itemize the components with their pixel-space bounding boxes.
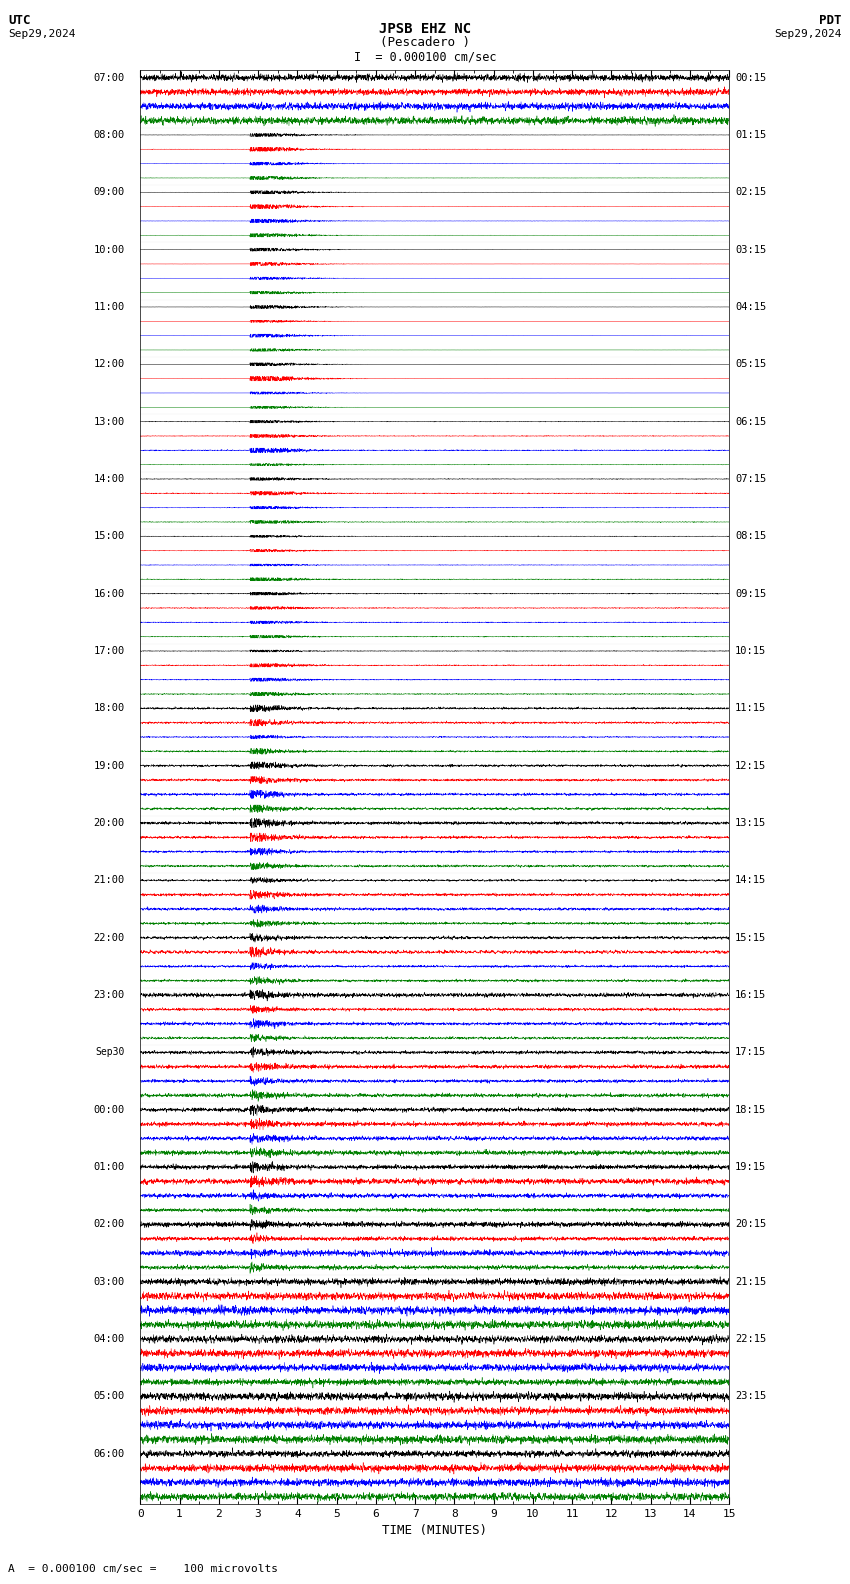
Text: 05:00: 05:00 bbox=[94, 1391, 125, 1402]
Text: 12:00: 12:00 bbox=[94, 360, 125, 369]
Text: 23:00: 23:00 bbox=[94, 990, 125, 1000]
Text: 21:15: 21:15 bbox=[735, 1277, 767, 1286]
Text: 13:15: 13:15 bbox=[735, 817, 767, 828]
Text: 16:00: 16:00 bbox=[94, 589, 125, 599]
Text: 03:00: 03:00 bbox=[94, 1277, 125, 1286]
Text: 13:00: 13:00 bbox=[94, 417, 125, 426]
Text: 10:15: 10:15 bbox=[735, 646, 767, 656]
Text: 08:00: 08:00 bbox=[94, 130, 125, 139]
Text: 14:00: 14:00 bbox=[94, 474, 125, 485]
Text: A  = 0.000100 cm/sec =    100 microvolts: A = 0.000100 cm/sec = 100 microvolts bbox=[8, 1565, 279, 1574]
Text: 12:15: 12:15 bbox=[735, 760, 767, 771]
Text: 22:15: 22:15 bbox=[735, 1334, 767, 1345]
Text: 17:15: 17:15 bbox=[735, 1047, 767, 1058]
Text: 11:00: 11:00 bbox=[94, 303, 125, 312]
Text: 03:15: 03:15 bbox=[735, 244, 767, 255]
Text: UTC: UTC bbox=[8, 14, 31, 27]
Text: Sep29,2024: Sep29,2024 bbox=[774, 29, 842, 38]
Text: JPSB EHZ NC: JPSB EHZ NC bbox=[379, 22, 471, 36]
Text: PDT: PDT bbox=[819, 14, 842, 27]
Text: 20:00: 20:00 bbox=[94, 817, 125, 828]
Text: 04:15: 04:15 bbox=[735, 303, 767, 312]
X-axis label: TIME (MINUTES): TIME (MINUTES) bbox=[382, 1524, 487, 1538]
Text: 02:15: 02:15 bbox=[735, 187, 767, 198]
Text: 06:15: 06:15 bbox=[735, 417, 767, 426]
Text: 00:15: 00:15 bbox=[735, 73, 767, 82]
Text: 17:00: 17:00 bbox=[94, 646, 125, 656]
Text: 04:00: 04:00 bbox=[94, 1334, 125, 1345]
Text: 22:00: 22:00 bbox=[94, 933, 125, 942]
Text: 09:00: 09:00 bbox=[94, 187, 125, 198]
Text: Sep29,2024: Sep29,2024 bbox=[8, 29, 76, 38]
Text: 11:15: 11:15 bbox=[735, 703, 767, 713]
Text: 07:00: 07:00 bbox=[94, 73, 125, 82]
Text: 10:00: 10:00 bbox=[94, 244, 125, 255]
Text: (Pescadero ): (Pescadero ) bbox=[380, 36, 470, 49]
Text: 15:15: 15:15 bbox=[735, 933, 767, 942]
Text: 19:15: 19:15 bbox=[735, 1163, 767, 1172]
Text: I  = 0.000100 cm/sec: I = 0.000100 cm/sec bbox=[354, 51, 496, 63]
Text: 20:15: 20:15 bbox=[735, 1220, 767, 1229]
Text: 23:15: 23:15 bbox=[735, 1391, 767, 1402]
Text: 02:00: 02:00 bbox=[94, 1220, 125, 1229]
Text: 05:15: 05:15 bbox=[735, 360, 767, 369]
Text: 01:00: 01:00 bbox=[94, 1163, 125, 1172]
Text: 09:15: 09:15 bbox=[735, 589, 767, 599]
Text: 15:00: 15:00 bbox=[94, 531, 125, 542]
Text: 06:00: 06:00 bbox=[94, 1449, 125, 1459]
Text: 01:15: 01:15 bbox=[735, 130, 767, 139]
Text: Sep30: Sep30 bbox=[95, 1047, 125, 1058]
Text: 08:15: 08:15 bbox=[735, 531, 767, 542]
Text: 18:15: 18:15 bbox=[735, 1104, 767, 1115]
Text: 18:00: 18:00 bbox=[94, 703, 125, 713]
Text: 07:15: 07:15 bbox=[735, 474, 767, 485]
Text: 19:00: 19:00 bbox=[94, 760, 125, 771]
Text: 16:15: 16:15 bbox=[735, 990, 767, 1000]
Text: 21:00: 21:00 bbox=[94, 876, 125, 885]
Text: 14:15: 14:15 bbox=[735, 876, 767, 885]
Text: 00:00: 00:00 bbox=[94, 1104, 125, 1115]
